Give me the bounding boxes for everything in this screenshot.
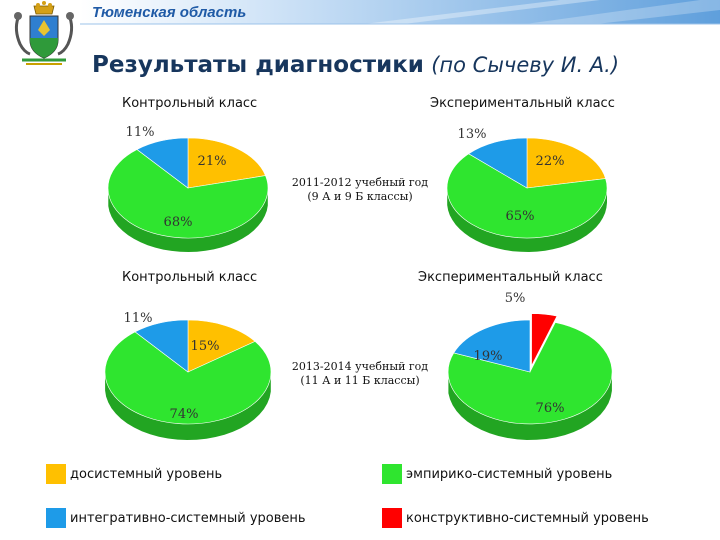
header-band xyxy=(0,0,720,44)
pie-chart-experimental-2013: 5% 76% 19% xyxy=(447,291,613,440)
legend-swatch-red xyxy=(382,508,402,528)
pie-label-1-1: 65% xyxy=(506,209,535,224)
pie-label-0-0: 21% xyxy=(198,154,227,169)
pie-label-3-0: 5% xyxy=(505,291,526,306)
chart-title-control-1: Контрольный класс xyxy=(122,96,258,111)
legend-label-blue: интегративно-системный уровень xyxy=(70,510,306,526)
pie-label-1-0: 22% xyxy=(536,154,565,169)
chart-title-experimental-1: Экспериментальный класс xyxy=(430,96,615,111)
pie-label-0-2: 11% xyxy=(126,125,155,140)
legend-swatch-green xyxy=(382,464,402,484)
year-caption-2-period: 2013-2014 учебный год xyxy=(291,360,429,373)
legend-item-green: эмпирико-системный уровень xyxy=(382,464,612,484)
pie-side-1-1 xyxy=(447,188,607,252)
pie-label-3-2: 19% xyxy=(474,349,503,364)
pie-slice-0-1 xyxy=(107,149,269,239)
pie-side-2-1 xyxy=(105,374,271,440)
year-caption-1-classes: (9 А и 9 Б классы) xyxy=(307,190,413,203)
pie-label-3-1: 76% xyxy=(536,401,565,416)
page-title-sub: (по Сычеву И. А.) xyxy=(431,53,620,77)
pie-slice-2-1 xyxy=(104,331,272,425)
legend-item-red: конструктивно-системный уровень xyxy=(382,508,649,528)
legend-item-blue: интегративно-системный уровень xyxy=(46,508,306,528)
year-caption-2-classes: (11 А и 11 Б классы) xyxy=(300,374,420,387)
pie-slice-0-2 xyxy=(136,137,189,189)
pie-label-1-2: 13% xyxy=(458,127,487,142)
pie-chart-control-2013: 15% 74% 11% xyxy=(104,311,272,440)
pie-label-0-1: 68% xyxy=(164,215,193,230)
chart-title-control-2: Контрольный класс xyxy=(122,270,258,285)
legend-swatch-blue xyxy=(46,508,66,528)
pie-chart-control-2011: 21% 68% 11% xyxy=(107,125,269,252)
year-caption-1: 2011-2012 учебный год (9 А и 9 Б классы) xyxy=(282,176,438,204)
header-stripes xyxy=(0,0,720,44)
pie-chart-experimental-2011: 22% 65% 13% xyxy=(446,127,608,252)
coat-of-arms-icon xyxy=(14,1,74,65)
legend-label-red: конструктивно-системный уровень xyxy=(406,510,649,526)
pie-slice-1-1 xyxy=(446,153,608,239)
pie-slice-0-0 xyxy=(187,137,266,189)
legend-swatch-yellow xyxy=(46,464,66,484)
pie-slice-1-2 xyxy=(468,137,528,189)
pie-slice-3-1 xyxy=(447,322,613,425)
legend-label-yellow: досистемный уровень xyxy=(70,466,223,482)
legend-label-green: эмпирико-системный уровень xyxy=(406,466,613,482)
year-caption-2: 2013-2014 учебный год (11 А и 11 Б класс… xyxy=(282,360,438,388)
region-name: Тюменская область xyxy=(92,4,247,21)
pie-side-3-1 xyxy=(448,374,612,440)
pie-slice-2-2 xyxy=(134,319,189,373)
year-caption-1-period: 2011-2012 учебный год xyxy=(291,176,429,189)
page-title-main: Результаты диагностики xyxy=(92,52,424,78)
pie-label-2-2: 11% xyxy=(124,311,153,326)
pie-slice-1-0 xyxy=(526,137,606,189)
pie-slice-2-0 xyxy=(187,319,256,373)
pie-slice-3-2 xyxy=(453,319,531,373)
chart-title-experimental-2: Экспериментальный класс xyxy=(418,270,603,285)
page-title: Результаты диагностики (по Сычеву И. А.) xyxy=(92,52,619,78)
pie-label-2-1: 74% xyxy=(170,407,199,422)
pie-side-0-1 xyxy=(108,191,268,252)
pie-label-2-0: 15% xyxy=(191,339,220,354)
legend-item-yellow: досистемный уровень xyxy=(46,464,222,484)
pie-slice-3-0 xyxy=(531,313,558,366)
